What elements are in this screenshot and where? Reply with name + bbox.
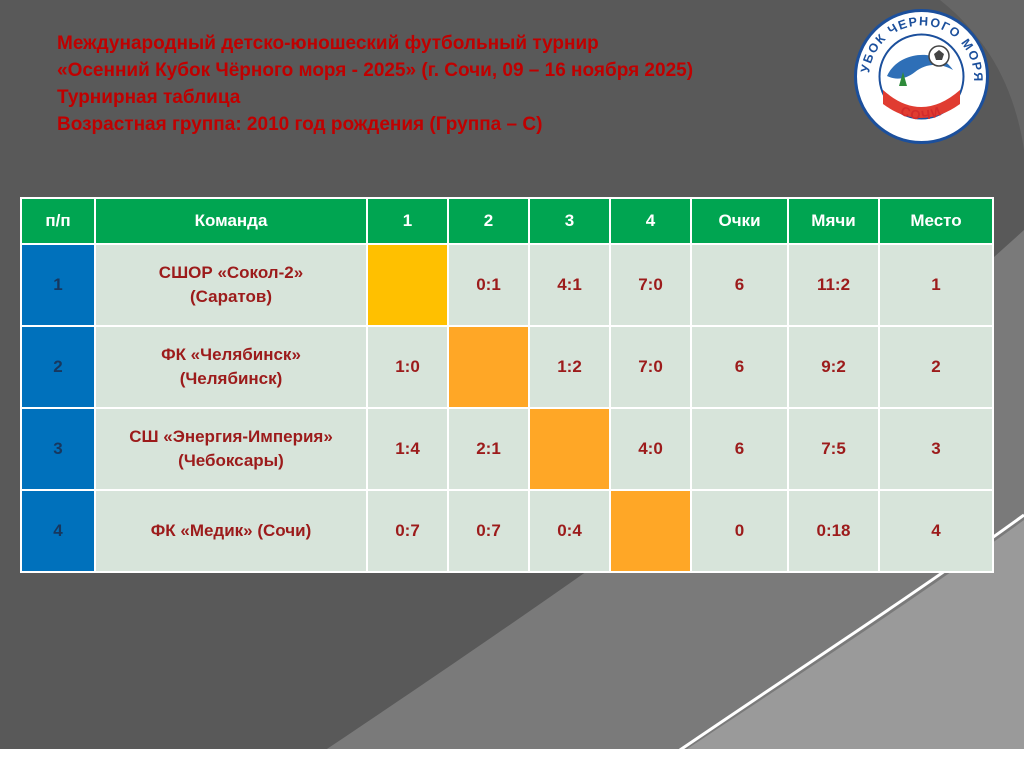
goals-cell: 7:5 <box>789 409 878 489</box>
self-match-cell <box>449 327 528 407</box>
background-bottom-strip <box>0 749 1024 767</box>
slide-title: Международный детско-юношеский футбольны… <box>57 30 693 138</box>
row-number-cell: 4 <box>22 491 94 571</box>
self-match-cell <box>611 491 690 571</box>
place-cell: 3 <box>880 409 992 489</box>
points-cell: 0 <box>692 491 787 571</box>
team-name-line: (Саратов) <box>189 287 273 306</box>
header-cell-points: Очки <box>692 199 787 243</box>
place-cell: 4 <box>880 491 992 571</box>
background-sweep-curve <box>300 230 1024 767</box>
team-name-cell: ФК «Челябинск» (Челябинск) <box>96 327 366 407</box>
score-cell: 1:2 <box>530 327 609 407</box>
logo-football-pentagon <box>934 50 944 60</box>
team-name-line: ФК «Челябинск» <box>161 345 301 364</box>
score-cell: 1:0 <box>368 327 447 407</box>
header-cell-place: Место <box>880 199 992 243</box>
table-row: 4 ФК «Медик» (Сочи) 0:7 0:7 0:4 0 0:18 4 <box>22 491 992 571</box>
team-name-cell: ФК «Медик» (Сочи) <box>96 491 366 571</box>
background-corner-curve <box>940 0 1024 150</box>
score-cell: 0:1 <box>449 245 528 325</box>
place-cell: 2 <box>880 327 992 407</box>
team-name-cell: СШОР «Сокол-2» (Саратов) <box>96 245 366 325</box>
title-line-2: «Осенний Кубок Чёрного моря - 2025» (г. … <box>57 60 694 81</box>
header-cell-num: п/п <box>22 199 94 243</box>
score-cell: 4:1 <box>530 245 609 325</box>
table-row: 3 СШ «Энергия-Империя» (Чебоксары) 1:4 2:1 4:… <box>22 409 992 489</box>
title-line-4: Возрастная группа: 2010 год рождения (Гр… <box>57 114 543 135</box>
header-cell-2: 2 <box>449 199 528 243</box>
standings-table: п/п Команда 1 2 3 4 Очки Мячи Место 1 СШО… <box>20 197 994 573</box>
table-row: 2 ФК «Челябинск» (Челябинск) 1:0 1:2 7:0 6 9:2 2 <box>22 327 992 407</box>
self-match-cell <box>530 409 609 489</box>
title-line-1: Международный детско-юношеский футбольны… <box>57 33 599 54</box>
team-name-line: (Челябинск) <box>179 369 283 388</box>
team-name-line: ФК «Медик» (Сочи) <box>150 521 312 540</box>
team-name-line: СШ «Энергия-Империя» <box>129 427 333 446</box>
score-cell: 1:4 <box>368 409 447 489</box>
self-match-cell <box>368 245 447 325</box>
score-cell: 7:0 <box>611 327 690 407</box>
header-cell-team: Команда <box>96 199 366 243</box>
title-line-3: Турнирная таблица <box>57 87 241 108</box>
logo-palm <box>899 72 907 86</box>
table-row: 1 СШОР «Сокол-2» (Саратов) 0:1 4:1 7:0 6 11:2 1 <box>22 245 992 325</box>
team-name-line: (Чебоксары) <box>178 451 284 470</box>
logo-arc-text-bottom: СОЧИ <box>898 103 944 123</box>
team-name-cell: СШ «Энергия-Империя» (Чебоксары) <box>96 409 366 489</box>
goals-cell: 9:2 <box>789 327 878 407</box>
score-cell: 2:1 <box>449 409 528 489</box>
team-name-line: СШОР «Сокол-2» <box>158 263 304 282</box>
standings-table-wrap: п/п Команда 1 2 3 4 Очки Мячи Место 1 СШО… <box>20 197 994 573</box>
header-cell-1: 1 <box>368 199 447 243</box>
row-number-cell: 2 <box>22 327 94 407</box>
header-cell-goals: Мячи <box>789 199 878 243</box>
score-cell: 0:7 <box>368 491 447 571</box>
background-lower-curve <box>660 520 1024 767</box>
header-cell-3: 3 <box>530 199 609 243</box>
logo-red-banner <box>883 90 960 118</box>
score-cell: 7:0 <box>611 245 690 325</box>
score-cell: 4:0 <box>611 409 690 489</box>
score-cell: 0:4 <box>530 491 609 571</box>
header-row: п/п Команда 1 2 3 4 Очки Мячи Место <box>22 199 992 243</box>
goals-cell: 0:18 <box>789 491 878 571</box>
points-cell: 6 <box>692 409 787 489</box>
points-cell: 6 <box>692 327 787 407</box>
tournament-logo: КУБОК ЧЕРНОГО МОРЯ СОЧИ <box>853 8 989 144</box>
row-number-cell: 1 <box>22 245 94 325</box>
row-number-cell: 3 <box>22 409 94 489</box>
header-cell-4: 4 <box>611 199 690 243</box>
score-cell: 0:7 <box>449 491 528 571</box>
goals-cell: 11:2 <box>789 245 878 325</box>
points-cell: 6 <box>692 245 787 325</box>
place-cell: 1 <box>880 245 992 325</box>
